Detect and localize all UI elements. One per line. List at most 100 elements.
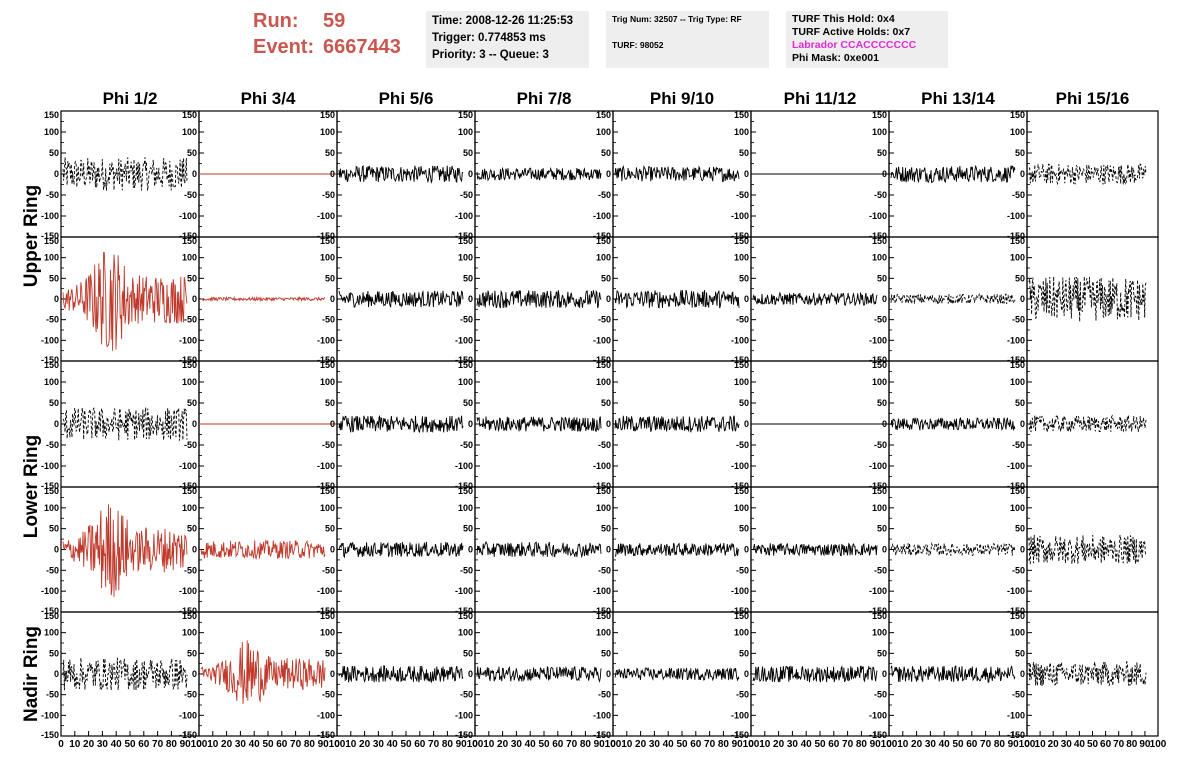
y-tick-label: 100: [458, 628, 473, 638]
y-tick-label: -150: [593, 606, 611, 616]
x-tick-label: 30: [649, 739, 661, 750]
y-tick-label: 50: [739, 648, 749, 658]
x-tick-label: 80: [718, 739, 730, 750]
x-tick-label: 30: [925, 739, 937, 750]
waveform-trace: [62, 504, 188, 597]
y-tick-label: -50: [874, 565, 887, 575]
column-title: Phi 15/16: [1056, 89, 1130, 108]
y-tick-label: 100: [44, 127, 59, 137]
y-tick-label: -50: [1012, 440, 1025, 450]
y-tick-label: -150: [455, 231, 473, 241]
y-tick-label: 150: [734, 236, 749, 246]
y-tick-label: 50: [739, 524, 749, 534]
x-tick-label: 50: [124, 739, 136, 750]
y-tick-label: -150: [455, 355, 473, 365]
y-tick-label: 150: [44, 486, 59, 496]
y-tick-label: 150: [734, 110, 749, 120]
y-tick-label: 50: [1015, 524, 1025, 534]
y-tick-label: 100: [458, 503, 473, 513]
y-tick-label: -150: [41, 355, 59, 365]
y-tick-label: -50: [598, 690, 611, 700]
y-tick-label: -150: [179, 606, 197, 616]
y-tick-label: 100: [734, 628, 749, 638]
y-tick-label: 100: [320, 377, 335, 387]
y-tick-label: 100: [596, 127, 611, 137]
x-tick-label: 90: [870, 739, 882, 750]
y-tick-label: 50: [601, 524, 611, 534]
y-tick-label: -50: [184, 315, 197, 325]
y-tick-label: 50: [463, 148, 473, 158]
y-tick-label: 150: [458, 360, 473, 370]
y-tick-label: -50: [46, 440, 59, 450]
y-tick-label: -100: [317, 710, 335, 720]
waveform-trace: [752, 291, 878, 307]
y-tick-label: 150: [458, 236, 473, 246]
x-tick-label: 80: [1126, 739, 1138, 750]
y-tick-label: -50: [598, 440, 611, 450]
x-tick-label: 40: [939, 739, 951, 750]
event-value: 6667443: [323, 36, 401, 58]
column-title: Phi 1/2: [103, 89, 158, 108]
x-tick-label: 40: [249, 739, 261, 750]
y-tick-label: 50: [601, 648, 611, 658]
y-tick-label: -150: [455, 606, 473, 616]
waveform-trace: [338, 415, 464, 434]
y-tick-label: -100: [1007, 710, 1025, 720]
waveform-trace: [614, 289, 740, 309]
y-tick-label: 50: [325, 524, 335, 534]
x-tick-label: 80: [580, 739, 592, 750]
y-tick-label: 150: [44, 360, 59, 370]
y-tick-label: 50: [739, 148, 749, 158]
x-tick-label: 0: [196, 739, 202, 750]
x-tick-label: 100: [329, 739, 346, 750]
y-tick-label: 0: [192, 419, 197, 429]
y-tick-label: -150: [1007, 606, 1025, 616]
y-tick-label: 0: [606, 294, 611, 304]
y-tick-label: 50: [325, 273, 335, 283]
x-tick-label: 100: [1150, 739, 1167, 750]
y-tick-label: 100: [734, 127, 749, 137]
y-tick-label: -150: [41, 481, 59, 491]
column-title: Phi 3/4: [241, 89, 296, 108]
y-tick-label: -50: [1012, 690, 1025, 700]
y-tick-label: 100: [734, 253, 749, 263]
waveform-trace: [62, 251, 188, 351]
x-tick-label: 90: [456, 739, 468, 750]
y-tick-label: -100: [731, 586, 749, 596]
x-tick-label: 10: [207, 739, 219, 750]
x-tick-label: 10: [69, 739, 81, 750]
x-tick-label: 80: [304, 739, 316, 750]
y-tick-label: 150: [734, 360, 749, 370]
y-tick-label: -100: [1007, 586, 1025, 596]
y-tick-label: 100: [1010, 628, 1025, 638]
y-tick-label: -100: [1007, 211, 1025, 221]
x-tick-label: 70: [566, 739, 578, 750]
y-tick-label: -50: [460, 315, 473, 325]
panel-frame: [1026, 110, 1159, 238]
y-tick-label: 150: [458, 486, 473, 496]
y-tick-label: 100: [44, 628, 59, 638]
y-tick-label: 150: [872, 360, 887, 370]
y-tick-label: -100: [179, 586, 197, 596]
y-tick-label: 50: [463, 648, 473, 658]
x-tick-label: 90: [594, 739, 606, 750]
y-tick-label: 50: [49, 648, 59, 658]
x-tick-label: 10: [621, 739, 633, 750]
trig-panel: Trig Num: 32507 -- Trig Type: RF TURF: 9…: [606, 11, 769, 68]
x-tick-label: 70: [152, 739, 164, 750]
y-tick-label: 50: [739, 398, 749, 408]
y-tick-label: 0: [882, 545, 887, 555]
y-tick-label: 0: [1020, 294, 1025, 304]
y-tick-label: -150: [869, 730, 887, 740]
y-tick-label: 50: [877, 524, 887, 534]
row-label: Lower Ring: [21, 435, 42, 538]
y-tick-label: 0: [468, 419, 473, 429]
y-tick-label: 100: [1010, 253, 1025, 263]
x-tick-label: 40: [801, 739, 813, 750]
y-tick-label: -50: [184, 565, 197, 575]
y-tick-label: -100: [41, 211, 59, 221]
y-tick-label: 50: [187, 398, 197, 408]
y-tick-label: -50: [736, 315, 749, 325]
y-tick-label: -150: [41, 730, 59, 740]
event-label: Event:: [253, 36, 315, 58]
